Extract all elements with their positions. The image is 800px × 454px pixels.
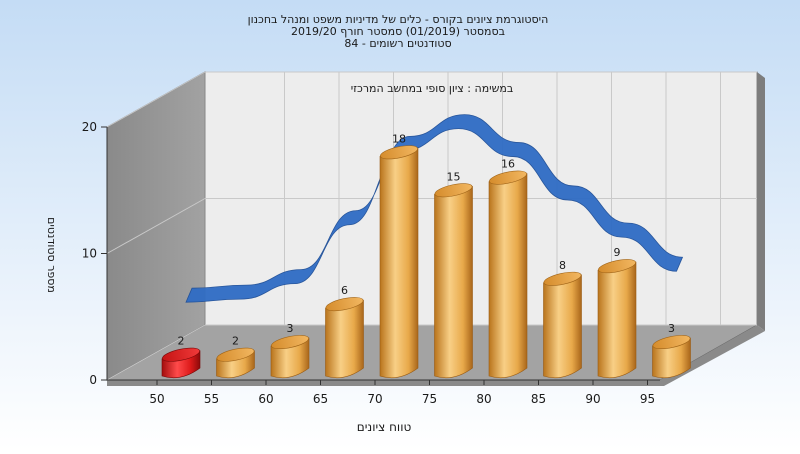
bar-body-70 [379,147,419,379]
x-tick-label-75: 75 [422,392,437,406]
data-label-90: 9 [614,246,621,259]
bar-95: 3 [652,322,691,379]
bar-60: 3 [270,322,310,379]
back-wall-edge [757,72,765,331]
bar-55: 2 [216,335,255,379]
y-tick-label-20: 20 [82,120,97,134]
x-axis-label: טווח ציונים [357,420,412,434]
x-tick-label-60: 60 [258,392,273,406]
y-tick-label-10: 10 [82,247,97,261]
bar-top-50 [162,347,200,362]
bar-50: 2 [161,335,201,379]
data-label-70: 18 [392,132,406,145]
data-label-55: 2 [232,335,239,348]
bar-top-70 [380,145,418,160]
data-label-80: 16 [501,158,515,171]
data-label-85: 8 [559,259,566,272]
axes-group: 0 10 20 50 55 60 65 70 75 80 85 90 95 [82,120,660,406]
bar-top-65 [325,297,364,312]
x-tick-label-55: 55 [204,392,219,406]
bar-body-75 [434,185,473,379]
bar-body-90 [597,261,637,379]
bar-top-75 [434,183,473,198]
bar-70: 18 [379,132,419,379]
x-tick-label-95: 95 [640,392,655,406]
y-tick-label-0: 0 [89,373,97,387]
data-label-75: 15 [447,170,461,183]
bar-90: 9 [597,246,637,379]
bar-top-90 [598,259,636,274]
data-label-65: 6 [341,284,348,297]
x-tick-label-65: 65 [313,392,328,406]
chart-subtitle: במשימה : ציון סופי במחשב המרכזי [351,82,514,95]
x-tick-label-85: 85 [531,392,546,406]
distribution-curve [185,114,684,303]
chart-title-line-2: בסמסטר (01/2019) סמסטר חורף 2019/20 [291,25,505,38]
bar-85: 8 [543,259,582,379]
x-tick-label-80: 80 [476,392,491,406]
chart-title: היסטוגרמת ציונים בקורס - כלים של מדיניות… [248,13,549,50]
bar-65: 6 [325,284,364,379]
bars-group: 2 2 3 6 18 15 16 8 9 3 [161,132,691,379]
chart-title-line-3: סטודנטים רשומים - 84 [344,37,451,50]
chart-title-line-1: היסטוגרמת ציונים בקורס - כלים של מדיניות… [248,13,549,26]
x-tick-label-70: 70 [367,392,382,406]
bar-top-55 [216,347,255,362]
grid-line-left-2 [106,71,206,128]
distribution-ribbon [185,114,684,303]
bar-top-80 [489,170,527,185]
bar-body-80 [488,173,528,379]
bar-75: 15 [434,170,473,379]
grid-line-left-1 [106,198,206,254]
x-tick-label-50: 50 [149,392,164,406]
bar-80: 16 [488,158,528,379]
grid-line-left-0 [106,324,206,381]
bar-top-60 [271,335,309,350]
bar-top-95 [652,335,691,350]
data-label-50: 2 [178,335,185,348]
bar-top-85 [543,271,582,286]
bar-body-85 [543,274,582,379]
data-label-60: 3 [287,322,294,335]
bar-body-65 [325,299,364,379]
x-tick-label-90: 90 [585,392,600,406]
data-label-95: 3 [668,322,675,335]
y-axis-label: מספר סטודנטים [45,217,58,293]
